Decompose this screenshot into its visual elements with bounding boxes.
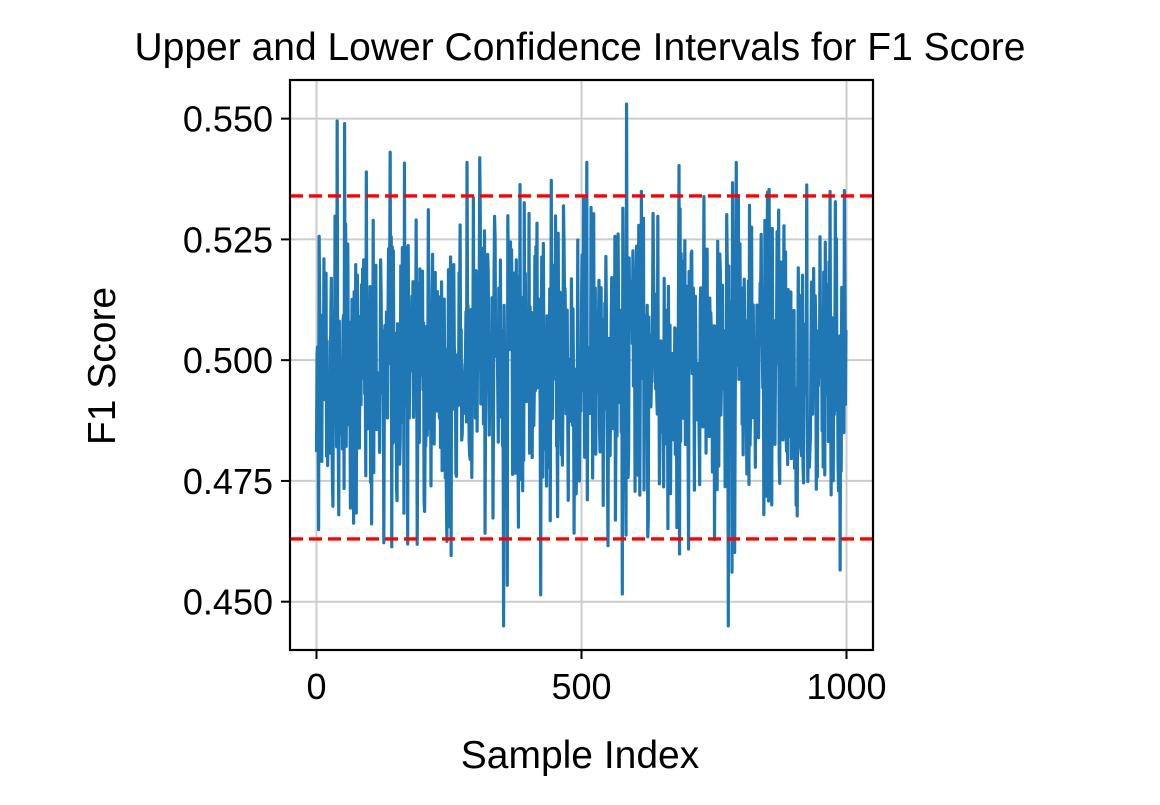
- series-layer: [314, 102, 848, 628]
- x-axis-label: Sample Index: [461, 734, 700, 777]
- y-tick-label-0: 0.450: [183, 582, 273, 623]
- reference-lines: [290, 194, 873, 541]
- x-tick-label-1: 500: [551, 666, 611, 707]
- x-tick-label-2: 1000: [806, 666, 886, 707]
- y-axis: 0.450 0.475 0.500 0.525 0.550: [183, 99, 290, 623]
- series-line: [314, 102, 848, 628]
- y-tick-label-2: 0.500: [183, 340, 273, 381]
- x-axis: 0 500 1000: [306, 650, 887, 707]
- y-tick-label-3: 0.525: [183, 219, 273, 260]
- chart-title: Upper and Lower Confidence Intervals for…: [135, 26, 1026, 69]
- y-axis-label: F1 Score: [81, 287, 124, 445]
- y-tick-label-1: 0.475: [183, 461, 273, 502]
- y-tick-label-4: 0.550: [183, 99, 273, 140]
- x-tick-label-0: 0: [306, 666, 326, 707]
